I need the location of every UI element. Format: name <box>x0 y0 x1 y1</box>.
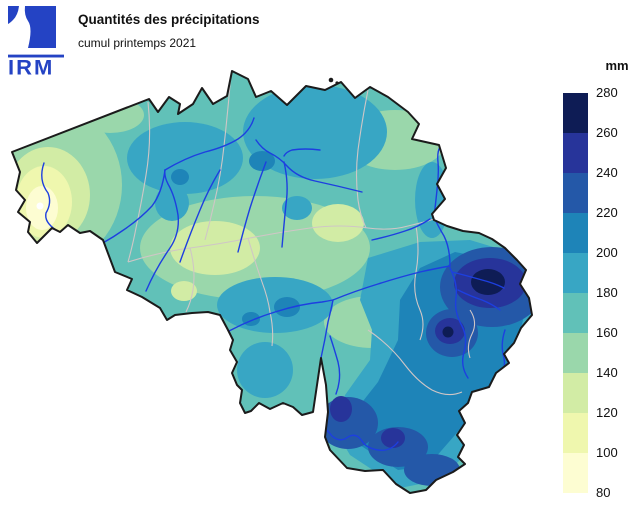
river-line <box>433 146 451 267</box>
legend-tick: 200 <box>596 245 618 260</box>
precip-region-200-220 <box>274 297 300 317</box>
precip-region-240-260 <box>330 396 352 422</box>
legend-band-160-180 <box>563 293 588 333</box>
enclave-dot <box>335 81 339 85</box>
precip-region-120-140 <box>170 221 260 275</box>
province-border <box>185 247 195 313</box>
province-border <box>204 73 232 241</box>
legend-band-80-100 <box>563 453 588 493</box>
river-line <box>451 271 505 289</box>
irm-logo-icon <box>8 6 56 48</box>
river-line <box>332 265 451 301</box>
river-line <box>281 161 288 248</box>
precip-region-120-140 <box>171 281 197 301</box>
river-line <box>228 299 334 332</box>
legend-tick: 280 <box>596 85 618 100</box>
precip-region-below-80 <box>36 202 44 210</box>
legend-band-140-160 <box>563 333 588 373</box>
province-border <box>414 225 424 341</box>
river-line <box>145 169 180 292</box>
legend-tick: 100 <box>596 445 618 460</box>
precip-region-180-200 <box>237 342 293 398</box>
precip-region-120-140 <box>312 204 364 242</box>
river-line <box>164 117 255 171</box>
legend-colorbar <box>563 93 588 493</box>
legend-tick: 80 <box>596 485 611 500</box>
legend-tick: 140 <box>596 365 618 380</box>
province-border <box>247 237 274 347</box>
river-line <box>329 335 341 395</box>
legend-tick: 120 <box>596 405 618 420</box>
river-line <box>237 161 267 253</box>
province-border <box>355 89 369 229</box>
river-line <box>449 267 469 379</box>
legend-tick: 160 <box>596 325 618 340</box>
precip-region-180-200 <box>155 185 189 221</box>
river-line <box>283 148 321 157</box>
page-subtitle: cumul printemps 2021 <box>78 36 197 50</box>
legend-band-180-200 <box>563 253 588 293</box>
river-line <box>320 299 334 359</box>
legend-band-260-280 <box>563 93 588 133</box>
legend-tick: 260 <box>596 125 618 140</box>
legend-tick: 220 <box>596 205 618 220</box>
legend-band-240-260 <box>563 133 588 173</box>
legend-tick: 180 <box>596 285 618 300</box>
province-borders <box>127 73 476 396</box>
legend-band-100-120 <box>563 413 588 453</box>
precip-region-260-280 <box>442 326 454 338</box>
legend-band-220-240 <box>563 173 588 213</box>
enclave-dot <box>328 77 334 83</box>
river-line <box>255 139 363 193</box>
legend-band-120-140 <box>563 373 588 413</box>
legend-tick: 240 <box>596 165 618 180</box>
belgium-outline <box>11 70 533 494</box>
precip-region-200-220 <box>171 169 189 185</box>
precip-region-180-200 <box>282 196 312 220</box>
province-border <box>367 329 463 396</box>
province-border <box>127 101 151 263</box>
river-line <box>179 169 221 263</box>
legend-unit-label: mm <box>605 58 629 73</box>
irm-logo: IRM <box>8 6 68 79</box>
precip-region-180-200 <box>243 85 387 179</box>
precip-region-240-260 <box>381 428 405 448</box>
province-border <box>467 309 476 359</box>
precip-region-180-200 <box>127 122 243 194</box>
river-line <box>371 218 431 241</box>
page-title: Quantités des précipitations <box>78 12 260 27</box>
irm-logo-text: IRM <box>8 54 64 79</box>
precip-region-220-240 <box>404 454 460 486</box>
precip-region-200-220 <box>249 151 275 171</box>
legend-band-200-220 <box>563 213 588 253</box>
river-line <box>457 289 501 311</box>
